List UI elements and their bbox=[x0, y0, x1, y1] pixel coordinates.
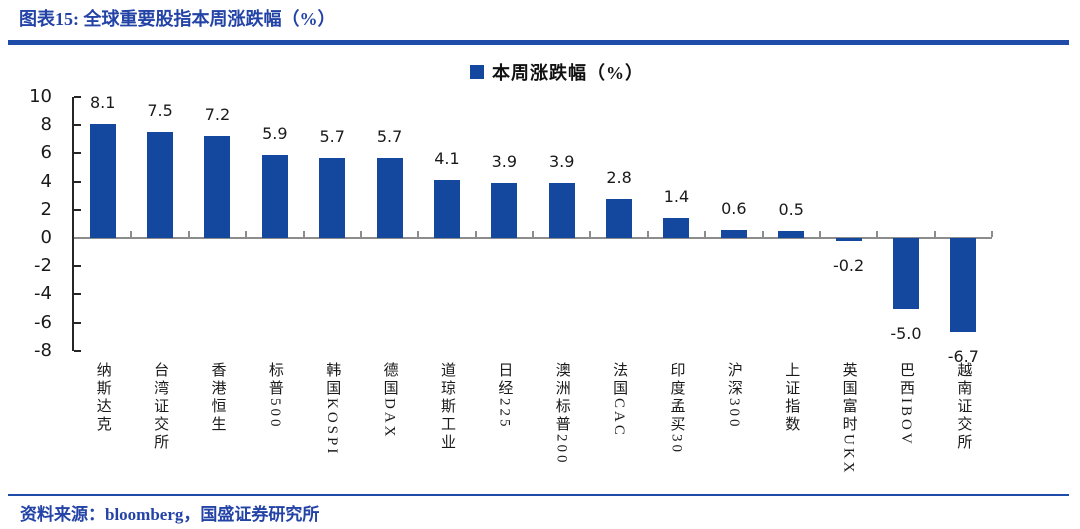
y-axis-tick bbox=[74, 293, 81, 296]
category-label: 上证指数 bbox=[783, 362, 800, 434]
y-axis-tick bbox=[74, 208, 81, 211]
bar-value-label: -6.7 bbox=[947, 347, 979, 367]
x-axis-tick bbox=[704, 231, 707, 237]
x-axis-baseline bbox=[74, 237, 992, 239]
y-axis-tick-label: 10 bbox=[29, 86, 52, 107]
y-axis-tick-label: 8 bbox=[40, 114, 52, 136]
y-axis-tick bbox=[74, 321, 81, 324]
x-axis-tick bbox=[532, 231, 534, 237]
category-label: 台湾证交所 bbox=[152, 362, 169, 452]
y-axis-tick-label: 0 bbox=[40, 227, 52, 248]
bar-value-label: 1.4 bbox=[663, 187, 690, 207]
bar bbox=[663, 218, 690, 238]
y-axis-tick bbox=[74, 180, 81, 183]
y-axis-tick-label: 2 bbox=[40, 198, 52, 220]
legend-swatch-icon bbox=[470, 65, 484, 79]
category-label: 韩国KOSPI bbox=[324, 362, 341, 457]
x-axis-tick bbox=[245, 231, 248, 237]
x-axis-tick bbox=[417, 231, 420, 237]
x-axis-tick bbox=[761, 231, 764, 237]
bar-value-label: 5.7 bbox=[319, 126, 345, 146]
bar-value-label: 2.8 bbox=[606, 167, 632, 187]
source-note: 资料来源：bloomberg，国盛证券研究所 bbox=[20, 505, 320, 524]
category-label: 香港恒生 bbox=[209, 362, 226, 434]
x-axis-tick bbox=[359, 231, 362, 237]
x-axis-tick bbox=[302, 231, 305, 237]
category-label: 纳斯达克 bbox=[94, 362, 111, 434]
bar bbox=[376, 157, 403, 238]
y-axis-tick-label: 4 bbox=[40, 170, 52, 192]
bar-value-label: 5.9 bbox=[262, 123, 288, 143]
y-axis-tick-label: -2 bbox=[34, 255, 52, 277]
x-axis-tick bbox=[589, 231, 592, 237]
legend-label: 本周涨跌幅（%） bbox=[492, 63, 644, 83]
y-axis-tick bbox=[74, 124, 81, 127]
x-axis-tick bbox=[474, 231, 477, 237]
x-axis-tick bbox=[818, 231, 821, 237]
x-axis-tick bbox=[187, 231, 190, 237]
y-axis-tick-label: 6 bbox=[40, 142, 52, 164]
x-axis-tick bbox=[130, 231, 133, 237]
x-axis-tick bbox=[991, 231, 993, 237]
bar-value-label: 5.7 bbox=[376, 126, 403, 146]
y-axis-tick-label: -6 bbox=[34, 311, 52, 333]
category-label: 越南证交所 bbox=[955, 362, 972, 452]
category-label: 道琼斯工业 bbox=[438, 362, 455, 452]
bar bbox=[548, 183, 575, 238]
title-divider-rule bbox=[8, 40, 1069, 45]
category-label: 德国DAX bbox=[381, 362, 398, 440]
bar bbox=[892, 238, 919, 309]
category-label: 沪深300 bbox=[725, 362, 742, 430]
x-axis-tick bbox=[876, 231, 879, 237]
category-label: 印度孟买30 bbox=[668, 362, 685, 455]
bar bbox=[147, 132, 174, 238]
bar-value-label: -0.2 bbox=[832, 255, 865, 275]
category-label: 法国CAC bbox=[611, 362, 628, 438]
y-axis-tick bbox=[74, 349, 81, 352]
bar-value-label: 3.9 bbox=[491, 152, 518, 171]
bar bbox=[606, 198, 633, 238]
category-label: 标普500 bbox=[266, 362, 283, 430]
category-label: 英国富时UKX bbox=[840, 362, 857, 476]
bar bbox=[89, 123, 116, 238]
bar bbox=[433, 180, 460, 238]
bar bbox=[720, 229, 747, 238]
bar bbox=[491, 183, 518, 238]
y-axis-tick bbox=[74, 265, 81, 268]
x-axis-tick bbox=[646, 231, 649, 237]
category-label: 澳洲标普200 bbox=[553, 362, 570, 466]
y-axis-tick bbox=[74, 152, 81, 155]
footer-rule bbox=[8, 494, 1069, 496]
x-axis-tick bbox=[933, 231, 936, 237]
y-axis-tick-label: -4 bbox=[34, 283, 52, 305]
bar bbox=[261, 154, 288, 238]
y-axis-tick bbox=[74, 96, 81, 98]
bar bbox=[950, 238, 977, 333]
bar-value-label: 3.9 bbox=[548, 152, 575, 171]
bar bbox=[778, 230, 805, 238]
bar-value-label: 0.6 bbox=[721, 198, 747, 218]
bar bbox=[204, 136, 231, 238]
bar-value-label: 7.2 bbox=[204, 105, 231, 125]
bar-value-label: 7.5 bbox=[147, 101, 173, 121]
category-label: 巴西IBOV bbox=[897, 362, 914, 447]
category-label: 日经225 bbox=[496, 362, 513, 430]
bar-value-label: 0.5 bbox=[778, 199, 804, 219]
figure-title: 图表15: 全球重要股指本周涨跌幅（%） bbox=[19, 9, 336, 29]
y-axis-tick-label: -8 bbox=[34, 339, 52, 361]
chart-legend: 本周涨跌幅（%） bbox=[470, 59, 644, 85]
y-axis-line bbox=[72, 97, 74, 351]
bar-value-label: 8.1 bbox=[89, 92, 116, 112]
bar bbox=[319, 157, 346, 238]
bar-value-label: 4.1 bbox=[434, 149, 460, 169]
bar-value-label: -5.0 bbox=[890, 323, 922, 343]
bar bbox=[835, 238, 862, 241]
